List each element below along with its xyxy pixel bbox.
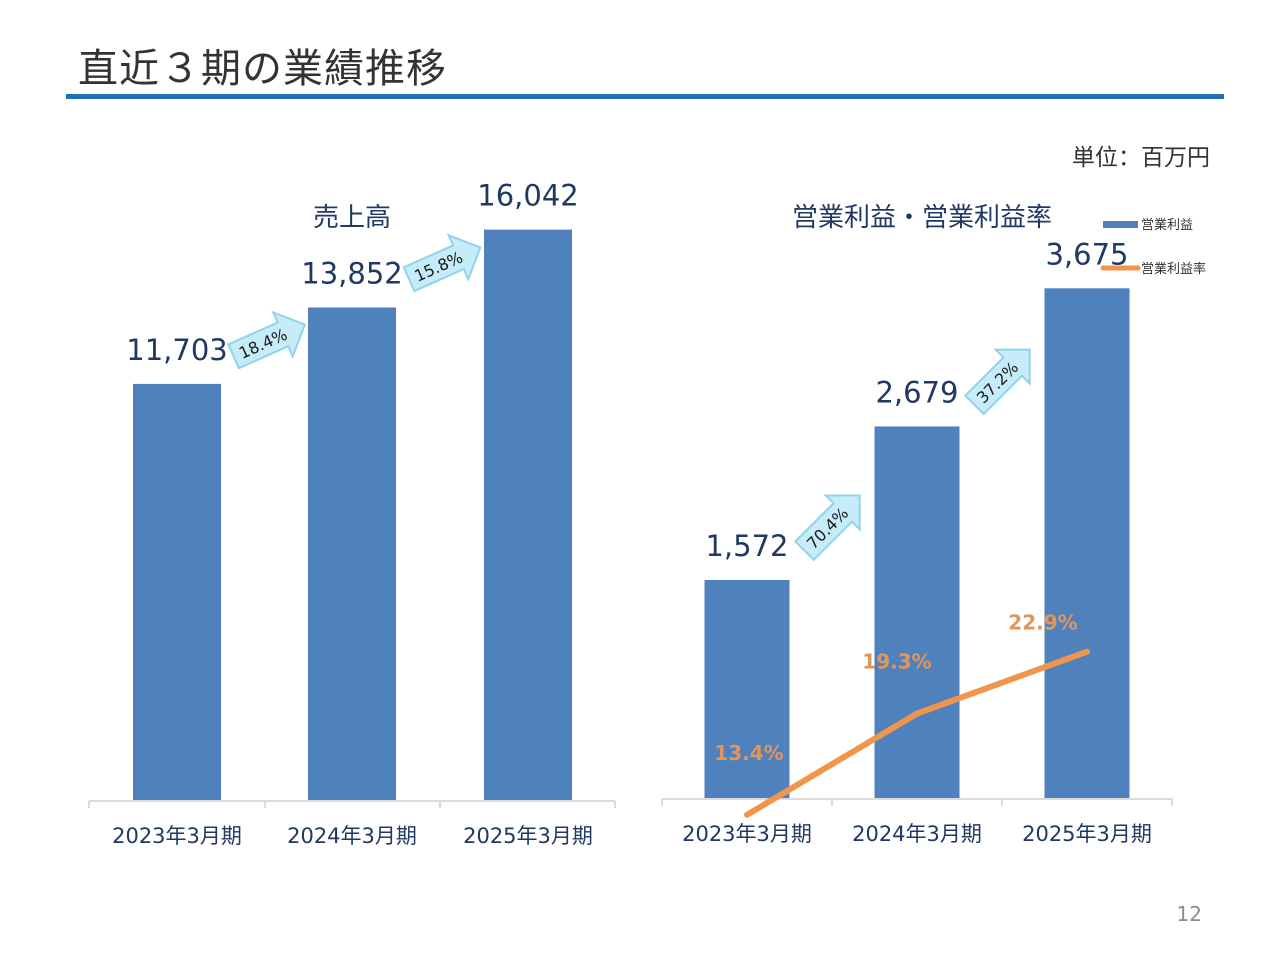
operating-margin-label-3: 22.9% — [1008, 611, 1077, 635]
operating-profit-category-label-1: 2023年3月期 — [682, 822, 812, 846]
sales-growth-arrow-2: 15.8% — [402, 233, 482, 293]
sales-category-label-1: 2023年3月期 — [112, 824, 242, 848]
sales-value-label-2: 13,852 — [301, 256, 402, 290]
sales-growth-arrow-1-shape — [227, 310, 307, 370]
legend: 営業利益 営業利益率 — [1100, 217, 1206, 277]
sales-growth-arrow-1: 18.4% — [227, 310, 307, 370]
operating-profit-chart: 営業利益・営業利益率 1,5722023年3月期2,6792024年3月期3,6… — [661, 203, 1206, 846]
operating-profit-growth-arrow-2-shape — [963, 348, 1031, 416]
sales-bar-2 — [308, 307, 396, 800]
sales-growth-arrow-2-shape — [402, 233, 482, 293]
operating-profit-value-label-1: 1,572 — [705, 529, 788, 563]
page-number: 12 — [1176, 902, 1202, 926]
operating-profit-bar-1 — [704, 579, 790, 798]
operating-margin-label-1: 13.4% — [714, 741, 783, 765]
sales-value-label-3: 16,042 — [477, 179, 578, 213]
sales-bar-3 — [484, 229, 572, 800]
sales-chart-title: 売上高 — [313, 203, 391, 233]
sales-value-label-1: 11,703 — [126, 333, 227, 367]
operating-profit-category-label-2: 2024年3月期 — [852, 822, 982, 846]
operating-margin-line — [744, 648, 1090, 818]
page-title: 直近３期の業績推移 — [78, 46, 447, 92]
operating-profit-bar-3 — [1044, 288, 1130, 798]
sales-category-label-3: 2025年3月期 — [463, 824, 593, 848]
legend-label-operating-profit: 営業利益 — [1141, 217, 1193, 233]
operating-profit-growth-arrow-1: 70.4% — [793, 494, 861, 562]
operating-profit-category-label-3: 2025年3月期 — [1022, 822, 1152, 846]
operating-profit-growth-arrow-2: 37.2% — [963, 348, 1031, 416]
operating-profit-bar-2 — [874, 426, 960, 798]
operating-profit-chart-title: 営業利益・営業利益率 — [792, 203, 1052, 233]
operating-profit-growth-arrow-1-shape — [793, 494, 861, 562]
sales-bar-1 — [133, 383, 221, 800]
title-rule — [66, 94, 1224, 99]
unit-label: 単位：百万円 — [1072, 145, 1210, 171]
legend-swatch-bar — [1103, 221, 1138, 228]
operating-profit-value-label-2: 2,679 — [875, 375, 958, 409]
sales-category-label-2: 2024年3月期 — [287, 824, 417, 848]
operating-margin-label-2: 19.3% — [862, 650, 931, 674]
sales-chart: 売上高 11,703 2023年3月期 13,852 2024年3月期 16,042 20… — [88, 179, 616, 848]
legend-label-operating-margin: 営業利益率 — [1141, 261, 1206, 277]
